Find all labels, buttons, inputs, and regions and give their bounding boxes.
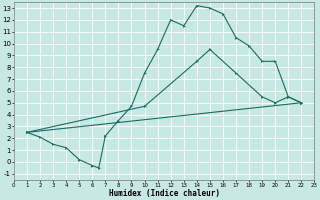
X-axis label: Humidex (Indice chaleur): Humidex (Indice chaleur) xyxy=(108,189,220,198)
